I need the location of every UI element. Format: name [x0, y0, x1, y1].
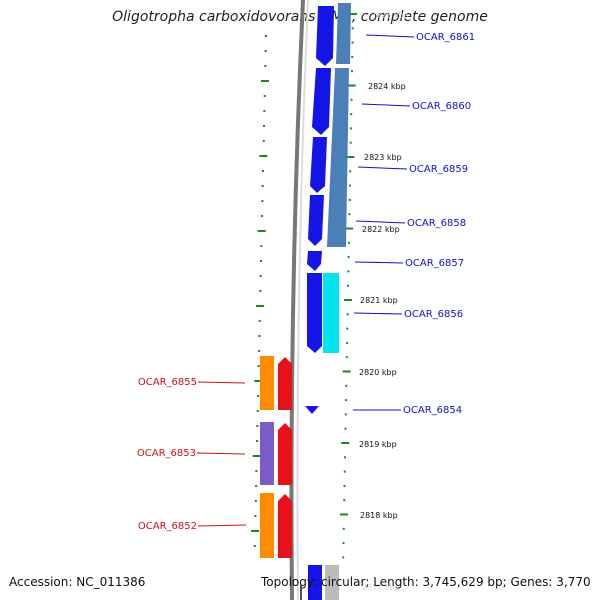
reverse-strand-ruler	[251, 35, 269, 547]
cds-bar-ocar-6853	[260, 422, 274, 485]
leader-line-ocar-6855	[197, 381, 246, 384]
reverse-genes	[260, 356, 292, 558]
scale-label: 2822 kbp	[362, 225, 400, 234]
gene-arrow-ocar-6852[interactable]	[278, 494, 292, 558]
scale-label: 2819 kbp	[359, 440, 397, 449]
topology-text: Topology: circular; Length: 3,745,629 bp…	[261, 575, 591, 589]
gene-arrow-ocar-6861[interactable]	[316, 6, 334, 66]
cds-bar-ocar-6860-6858	[327, 68, 349, 247]
forward-genes	[305, 6, 334, 600]
leader-line-ocar-6858	[355, 220, 406, 224]
gene-label-ocar-6861[interactable]: OCAR_6861	[416, 32, 475, 43]
forward-cds	[323, 3, 351, 600]
scale-label: 2820 kbp	[359, 368, 397, 377]
cds-bar-ocar-6856	[323, 273, 339, 353]
scale-label: 2818 kbp	[360, 511, 398, 520]
gene-arrow-ocar-6860[interactable]	[312, 68, 331, 135]
gene-label-ocar-6852[interactable]: OCAR_6852	[138, 521, 197, 532]
backbone-inner	[296, 0, 309, 600]
leader-line-ocar-6859	[357, 166, 408, 170]
accession-text: Accession: NC_011386	[9, 575, 146, 589]
gene-arrow-ocar-6857[interactable]	[307, 251, 322, 271]
scale-labels: 2825 kbp 2824 kbp 2823 kbp 2822 kbp 2821…	[359, 11, 409, 592]
scale-label-faded-top: 2825 kbp	[371, 11, 409, 20]
gene-arrow-ocar-6858[interactable]	[308, 195, 324, 246]
gene-arrow-ocar-6855[interactable]	[278, 357, 292, 410]
gene-arrow-ocar-6856[interactable]	[307, 273, 322, 353]
scale-label: 2821 kbp	[360, 296, 398, 305]
leader-line-ocar-6860	[361, 103, 411, 107]
gene-label-ocar-6856[interactable]: OCAR_6856	[404, 309, 463, 320]
gene-label-ocar-6857[interactable]: OCAR_6857	[405, 258, 464, 269]
scale-label-faded-bottom: 2817 kbp	[362, 583, 400, 592]
gene-label-ocar-6853[interactable]: OCAR_6853	[137, 448, 196, 459]
genome-title: Oligotropha carboxidovorans OM5, complet…	[112, 9, 488, 25]
leader-line-ocar-6861	[365, 34, 415, 38]
leader-line-ocar-6857	[354, 261, 404, 264]
gene-label-ocar-6859[interactable]: OCAR_6859	[409, 164, 468, 175]
gene-label-ocar-6855[interactable]: OCAR_6855	[138, 377, 197, 388]
cds-bar-bottom-partial	[325, 565, 339, 600]
gene-label-ocar-6860[interactable]: OCAR_6860	[412, 101, 471, 112]
gene-arrow-bottom-partial	[308, 565, 322, 600]
cds-bar-ocar-6852	[260, 493, 274, 558]
forward-strand-ruler	[340, 13, 357, 559]
leader-line-ocar-6852	[197, 524, 247, 527]
gene-arrow-ocar-6859[interactable]	[310, 137, 327, 193]
gene-arrow-ocar-6854[interactable]	[305, 406, 319, 414]
leader-line-ocar-6856	[353, 312, 403, 315]
gene-arrow-ocar-6853[interactable]	[278, 423, 292, 485]
leader-line-ocar-6853	[196, 452, 246, 455]
forward-gene-labels: OCAR_6861 OCAR_6860 OCAR_6859 OCAR_6858 …	[353, 32, 475, 416]
gene-label-ocar-6854[interactable]: OCAR_6854	[403, 405, 462, 416]
scale-label: 2823 kbp	[364, 153, 402, 162]
gene-label-ocar-6858[interactable]: OCAR_6858	[407, 218, 466, 229]
reverse-gene-labels: OCAR_6855 OCAR_6853 OCAR_6852	[137, 377, 247, 532]
cds-bar-ocar-6861	[336, 3, 351, 64]
scale-label: 2824 kbp	[368, 82, 406, 91]
cds-bar-ocar-6855	[260, 356, 274, 410]
